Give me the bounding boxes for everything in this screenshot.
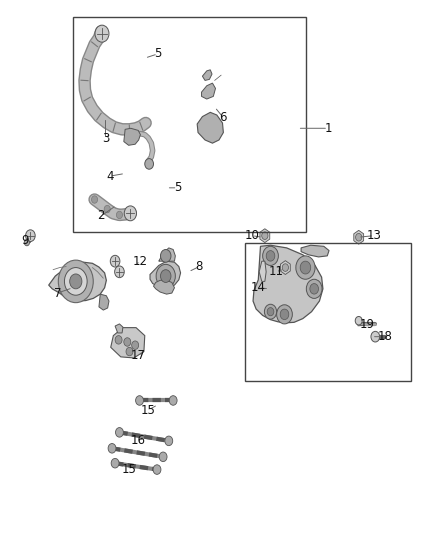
Text: 10: 10 (244, 229, 259, 242)
Text: 5: 5 (174, 181, 181, 195)
Polygon shape (197, 112, 223, 143)
Text: 8: 8 (196, 260, 203, 273)
Circle shape (310, 284, 318, 294)
Circle shape (136, 395, 144, 405)
Text: 12: 12 (133, 255, 148, 268)
Circle shape (64, 268, 87, 295)
Circle shape (116, 427, 124, 437)
Text: 1: 1 (325, 122, 332, 135)
Polygon shape (153, 280, 174, 294)
Circle shape (277, 305, 292, 324)
Circle shape (108, 443, 116, 453)
Circle shape (160, 249, 171, 262)
Text: 15: 15 (141, 403, 155, 416)
Circle shape (92, 196, 98, 203)
Circle shape (356, 233, 362, 241)
Text: 2: 2 (97, 209, 105, 222)
Bar (73, 17, 306, 232)
Polygon shape (111, 328, 145, 358)
Text: 5: 5 (154, 47, 162, 60)
Circle shape (132, 341, 139, 350)
Text: 4: 4 (106, 169, 113, 183)
Circle shape (110, 255, 120, 267)
Text: 6: 6 (219, 111, 227, 124)
Circle shape (265, 304, 277, 319)
Circle shape (282, 264, 289, 271)
Circle shape (296, 256, 315, 279)
Text: 15: 15 (122, 463, 137, 476)
Polygon shape (99, 294, 109, 310)
Polygon shape (115, 324, 123, 333)
Circle shape (280, 309, 289, 320)
Circle shape (300, 261, 311, 274)
Circle shape (25, 230, 35, 241)
Circle shape (124, 338, 131, 346)
Circle shape (165, 436, 173, 446)
Circle shape (306, 279, 322, 298)
Circle shape (111, 458, 119, 468)
Polygon shape (49, 262, 106, 301)
Text: 17: 17 (131, 349, 146, 362)
Circle shape (145, 159, 153, 169)
Polygon shape (201, 83, 215, 99)
Polygon shape (202, 70, 212, 80)
Circle shape (126, 348, 133, 356)
Text: 11: 11 (268, 265, 283, 278)
Polygon shape (150, 261, 180, 288)
Circle shape (160, 270, 171, 282)
Circle shape (115, 336, 122, 344)
Text: 7: 7 (54, 287, 61, 300)
Text: 18: 18 (378, 330, 392, 343)
Polygon shape (260, 229, 270, 243)
Circle shape (58, 260, 93, 303)
Text: 13: 13 (367, 229, 381, 242)
Circle shape (104, 205, 110, 213)
Polygon shape (159, 248, 175, 261)
Circle shape (355, 317, 362, 325)
Circle shape (267, 308, 274, 316)
Circle shape (371, 332, 380, 342)
Bar (245, 243, 411, 381)
Circle shape (117, 211, 123, 219)
Circle shape (70, 274, 82, 289)
Circle shape (262, 232, 268, 239)
Polygon shape (354, 230, 364, 244)
Polygon shape (253, 245, 323, 323)
Polygon shape (280, 261, 290, 274)
Circle shape (95, 25, 109, 42)
Circle shape (169, 395, 177, 405)
Circle shape (156, 264, 175, 288)
Circle shape (159, 452, 167, 462)
Text: 9: 9 (21, 235, 28, 247)
Polygon shape (124, 128, 141, 146)
Polygon shape (301, 245, 329, 257)
Text: 3: 3 (102, 132, 109, 146)
Circle shape (124, 206, 137, 221)
Text: 14: 14 (251, 281, 266, 294)
Circle shape (153, 465, 161, 474)
Circle shape (263, 246, 279, 265)
Circle shape (115, 266, 124, 278)
Text: 19: 19 (360, 319, 375, 332)
Text: 16: 16 (131, 434, 146, 447)
Circle shape (24, 239, 29, 246)
Circle shape (266, 251, 275, 261)
Polygon shape (259, 261, 266, 281)
